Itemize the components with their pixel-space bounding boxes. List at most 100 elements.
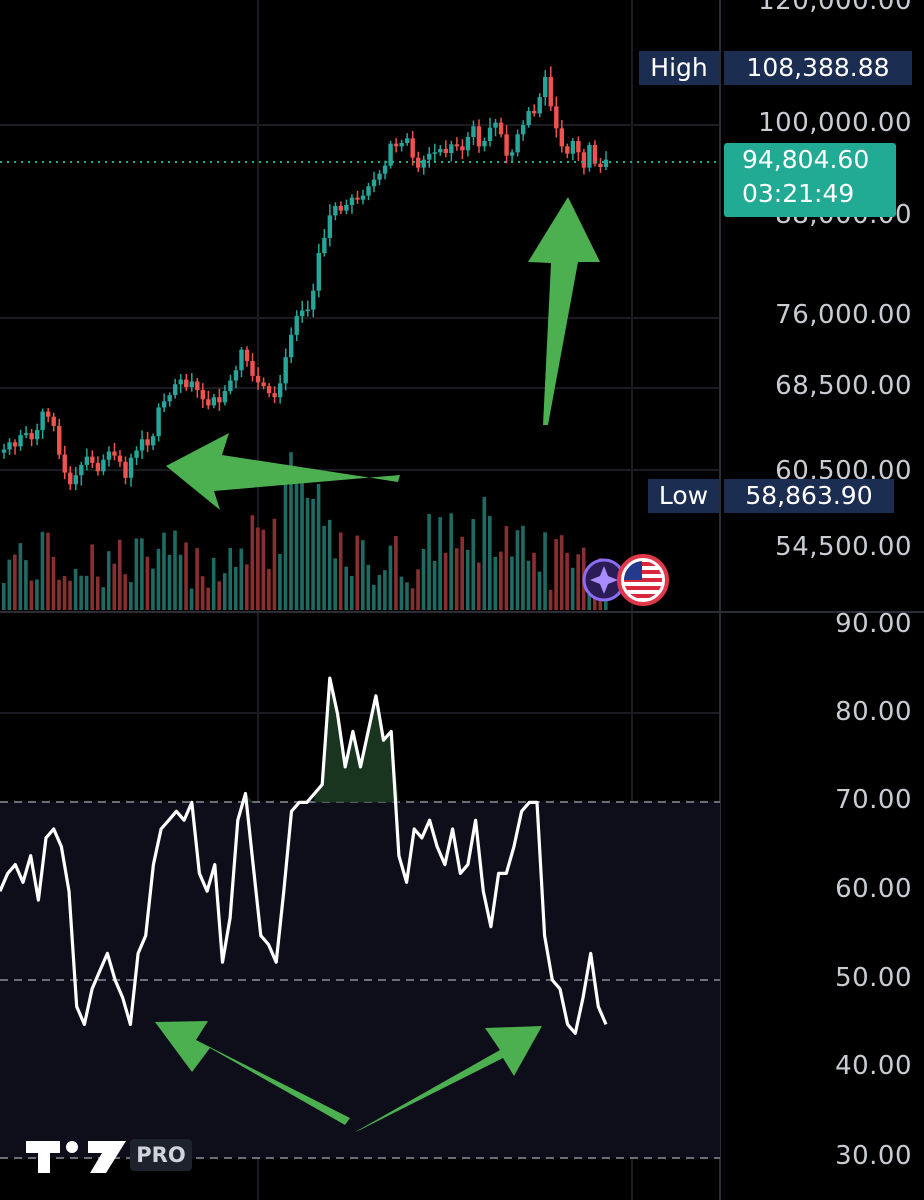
volume-bar xyxy=(482,496,487,610)
candle-body xyxy=(493,122,498,128)
price-label-68500: 68,500.00 xyxy=(775,371,912,401)
volume-bar xyxy=(438,517,442,610)
candle-body xyxy=(498,122,504,135)
sparkle-icon xyxy=(590,566,618,594)
candle-body xyxy=(421,159,426,168)
candle-body xyxy=(7,442,12,450)
volume-bar xyxy=(460,536,465,610)
candle-body xyxy=(34,430,40,440)
candle-body xyxy=(355,197,360,200)
volume-bar xyxy=(366,564,371,610)
volume-bar xyxy=(311,498,315,610)
candle-body xyxy=(554,106,559,129)
candle-body xyxy=(338,205,344,211)
high-tag-label: High xyxy=(639,51,719,85)
volume-bar xyxy=(349,576,354,610)
volume-bar xyxy=(90,544,94,610)
candle-body xyxy=(79,464,84,476)
volume-bar xyxy=(488,516,492,610)
rsi-label-40: 40.00 xyxy=(835,1051,912,1081)
volume-bar xyxy=(476,562,481,610)
candle-body xyxy=(404,138,410,143)
volume-bar xyxy=(57,579,61,610)
volume-bar xyxy=(355,535,360,610)
rsi-label-50: 50.00 xyxy=(835,963,912,993)
volume-bar xyxy=(377,574,382,610)
candle-body xyxy=(150,436,156,446)
candle-body xyxy=(449,144,454,153)
volume-bar xyxy=(195,548,199,610)
volume-bar xyxy=(543,532,547,610)
candle-body xyxy=(520,125,526,135)
candle-body xyxy=(388,143,393,166)
candle-body xyxy=(95,462,101,472)
arrow-lower-right-icon xyxy=(355,1026,542,1132)
volume-bar xyxy=(18,543,23,610)
candle-body xyxy=(515,134,520,153)
candle-body xyxy=(128,457,134,478)
candle-body xyxy=(543,76,548,98)
tradingview-logo[interactable]: PRO xyxy=(26,1133,196,1177)
candle-body xyxy=(333,205,338,216)
volume-bar xyxy=(217,581,221,610)
candle-body xyxy=(228,380,233,392)
low-tag-value: 58,863.90 xyxy=(724,479,894,513)
candle-body xyxy=(173,384,178,396)
candle-body xyxy=(261,382,266,387)
volume-bar xyxy=(95,576,100,610)
candle-body xyxy=(487,127,493,141)
rsi-label-70: 70.00 xyxy=(835,785,912,815)
candle-body xyxy=(311,290,316,310)
candle-body xyxy=(266,386,272,394)
candle-body xyxy=(410,138,415,158)
candle-body xyxy=(211,397,217,406)
volume-bar xyxy=(250,515,255,610)
volume-bar xyxy=(537,571,542,610)
candle-body xyxy=(399,143,404,147)
volume-bar xyxy=(228,547,233,610)
candle-body xyxy=(371,179,377,187)
volume-bar xyxy=(40,531,45,610)
candle-body xyxy=(377,173,382,180)
price-label-100000: 100,000.00 xyxy=(758,108,912,138)
candle-body xyxy=(532,111,537,114)
candle-body xyxy=(548,76,553,107)
candle-body xyxy=(322,237,327,254)
volume-bar xyxy=(338,532,343,610)
candle-body xyxy=(84,456,90,465)
candle-body xyxy=(233,370,239,381)
price-label-120000: 120,000.00 xyxy=(758,0,912,16)
volume-bar xyxy=(206,587,210,610)
volume-bar xyxy=(510,556,514,610)
volume-bar xyxy=(559,535,564,610)
volume-bar xyxy=(316,483,321,610)
candle-body xyxy=(106,451,112,460)
us-flag-badge[interactable] xyxy=(617,554,669,606)
price-label-76000: 76,000.00 xyxy=(775,300,912,330)
arrow-up-icon xyxy=(528,197,600,425)
volume-bar xyxy=(554,539,558,610)
volume-bar xyxy=(372,584,376,610)
candle-body xyxy=(393,143,399,147)
volume-bar xyxy=(327,519,332,610)
candle-body xyxy=(476,126,482,147)
candle-body xyxy=(222,391,228,403)
volume-bar xyxy=(305,497,310,610)
volume-bar xyxy=(173,530,177,610)
candle-body xyxy=(68,472,73,485)
volume-bar xyxy=(245,564,249,610)
rsi-label-80: 80.00 xyxy=(835,697,912,727)
volume-bar xyxy=(117,539,122,610)
candle-body xyxy=(139,439,145,451)
volume-bar xyxy=(493,556,498,610)
rsi-band xyxy=(0,802,720,1158)
volume-bar xyxy=(322,525,326,610)
arrow-left-icon xyxy=(166,433,400,510)
candle-body xyxy=(427,153,432,160)
rsi-label-90: 90.00 xyxy=(835,609,912,639)
volume-bar xyxy=(449,513,453,610)
volume-bar xyxy=(200,576,205,610)
volume-bar xyxy=(129,582,133,610)
volume-bar xyxy=(7,559,12,610)
